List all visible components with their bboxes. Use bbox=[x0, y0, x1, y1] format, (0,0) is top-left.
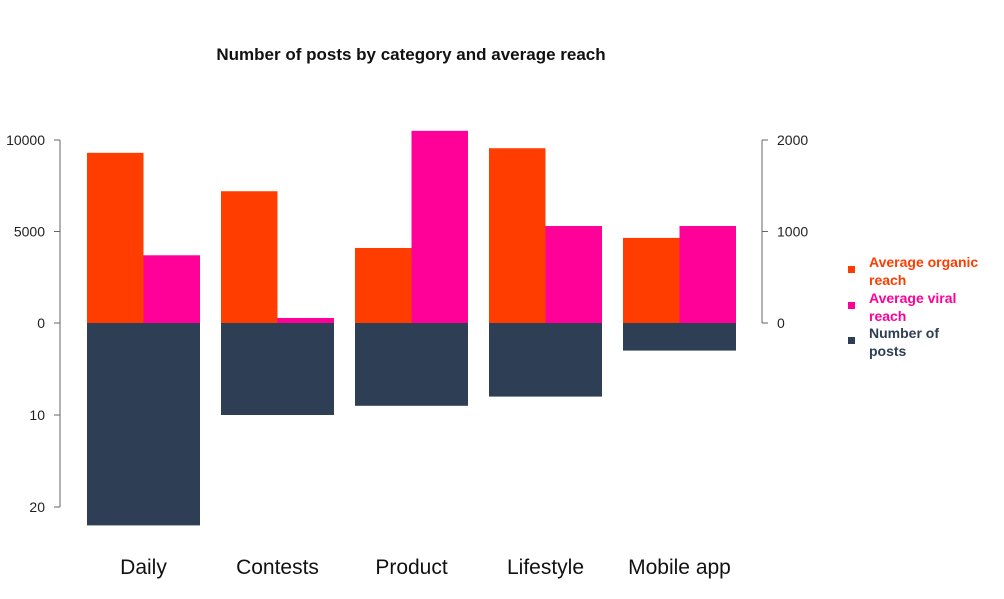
left-tick-label: 0 bbox=[37, 315, 45, 331]
bar-viral-0 bbox=[143, 255, 200, 323]
bar-organic-4 bbox=[623, 237, 680, 323]
category-label: Product bbox=[375, 556, 448, 579]
bar-organic-1 bbox=[221, 191, 278, 323]
category-label: Daily bbox=[120, 556, 167, 579]
bar-organic-2 bbox=[355, 247, 412, 323]
bar-posts-0 bbox=[87, 323, 200, 526]
category-label: Lifestyle bbox=[507, 556, 584, 579]
legend-label-0: Average organic reach bbox=[869, 254, 978, 288]
left-tick-label: 10000 bbox=[6, 132, 45, 148]
legend-swatch-0 bbox=[848, 266, 855, 273]
chart-title: Number of posts by category and average … bbox=[216, 45, 605, 64]
bar-viral-3 bbox=[545, 226, 602, 323]
left-tick-label: 10 bbox=[29, 407, 45, 423]
bar-viral-4 bbox=[679, 226, 736, 323]
bar-posts-4 bbox=[623, 323, 736, 351]
left-tick-label: 5000 bbox=[14, 224, 45, 240]
right-tick-label: 1000 bbox=[777, 224, 808, 240]
category-label: Contests bbox=[236, 556, 319, 579]
category-label: Mobile app bbox=[628, 556, 731, 579]
bar-posts-2 bbox=[355, 323, 468, 406]
bar-viral-1 bbox=[277, 317, 334, 323]
bar-posts-3 bbox=[489, 323, 602, 397]
legend-swatch-1 bbox=[848, 302, 855, 309]
legend-label-1: Average viral reach bbox=[869, 290, 956, 324]
bar-organic-3 bbox=[489, 148, 546, 323]
bar-posts-1 bbox=[221, 323, 334, 415]
legend-swatch-2 bbox=[848, 337, 855, 344]
left-tick-label: 20 bbox=[29, 499, 45, 515]
right-tick-label: 0 bbox=[777, 315, 785, 331]
bar-organic-0 bbox=[87, 152, 144, 323]
right-tick-label: 2000 bbox=[777, 132, 808, 148]
legend-label-2: Number of posts bbox=[869, 325, 939, 359]
bar-viral-2 bbox=[411, 130, 468, 323]
